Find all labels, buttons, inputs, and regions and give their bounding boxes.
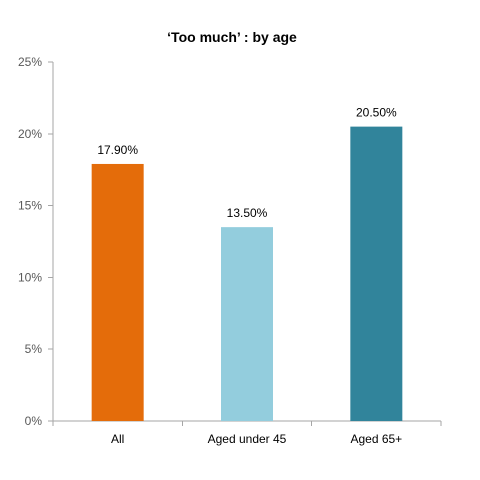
chart-title: ‘Too much’ : by age (167, 29, 297, 45)
y-tick-label: 0% (25, 414, 43, 428)
data-labels: 17.90% 13.50% 20.50% (97, 106, 397, 221)
bar (350, 126, 403, 422)
category-labels: All Aged under 45 Aged 65+ (111, 432, 402, 446)
y-axis: 0% 5% 10% 15% 20% 25% (18, 55, 54, 428)
data-label: 13.50% (227, 206, 268, 220)
y-tick-label: 25% (18, 55, 42, 69)
y-tick-label: 20% (18, 127, 42, 141)
category-label: Aged 65+ (350, 432, 402, 446)
data-label: 17.90% (97, 143, 138, 157)
data-label: 20.50% (356, 106, 397, 120)
bars (91, 126, 403, 422)
x-axis (52, 420, 442, 426)
bar (91, 163, 144, 421)
category-label: Aged under 45 (208, 432, 287, 446)
y-tick-label: 15% (18, 199, 42, 213)
category-label: All (111, 432, 124, 446)
bar (221, 227, 273, 421)
y-tick-label: 5% (25, 342, 43, 356)
y-tick-label: 10% (18, 270, 42, 284)
